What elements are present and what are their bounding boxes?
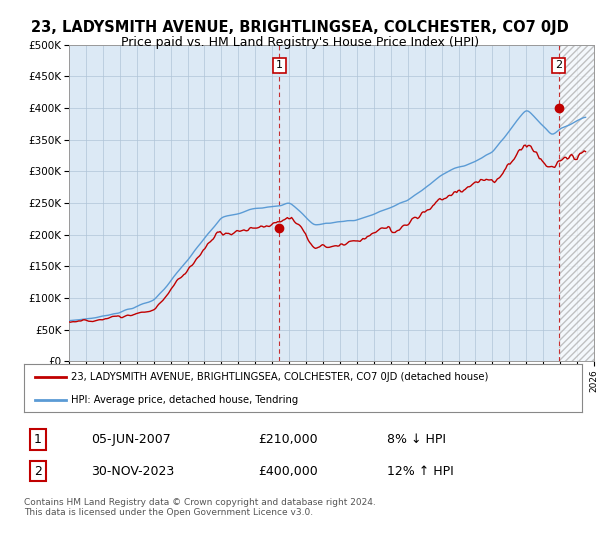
Text: 1: 1 — [276, 60, 283, 71]
Text: 30-NOV-2023: 30-NOV-2023 — [91, 465, 174, 478]
Text: 23, LADYSMITH AVENUE, BRIGHTLINGSEA, COLCHESTER, CO7 0JD: 23, LADYSMITH AVENUE, BRIGHTLINGSEA, COL… — [31, 20, 569, 35]
Text: Price paid vs. HM Land Registry's House Price Index (HPI): Price paid vs. HM Land Registry's House … — [121, 36, 479, 49]
Bar — [559, 45, 594, 361]
Text: 8% ↓ HPI: 8% ↓ HPI — [387, 433, 446, 446]
Text: 2: 2 — [34, 465, 42, 478]
Text: 12% ↑ HPI: 12% ↑ HPI — [387, 465, 454, 478]
Text: 23, LADYSMITH AVENUE, BRIGHTLINGSEA, COLCHESTER, CO7 0JD (detached house): 23, LADYSMITH AVENUE, BRIGHTLINGSEA, COL… — [71, 372, 489, 382]
Text: £210,000: £210,000 — [259, 433, 318, 446]
Text: Contains HM Land Registry data © Crown copyright and database right 2024.
This d: Contains HM Land Registry data © Crown c… — [24, 498, 376, 517]
Text: HPI: Average price, detached house, Tendring: HPI: Average price, detached house, Tend… — [71, 395, 299, 405]
Text: 1: 1 — [34, 433, 42, 446]
Text: 05-JUN-2007: 05-JUN-2007 — [91, 433, 171, 446]
Text: 2: 2 — [555, 60, 562, 71]
Text: £400,000: £400,000 — [259, 465, 318, 478]
